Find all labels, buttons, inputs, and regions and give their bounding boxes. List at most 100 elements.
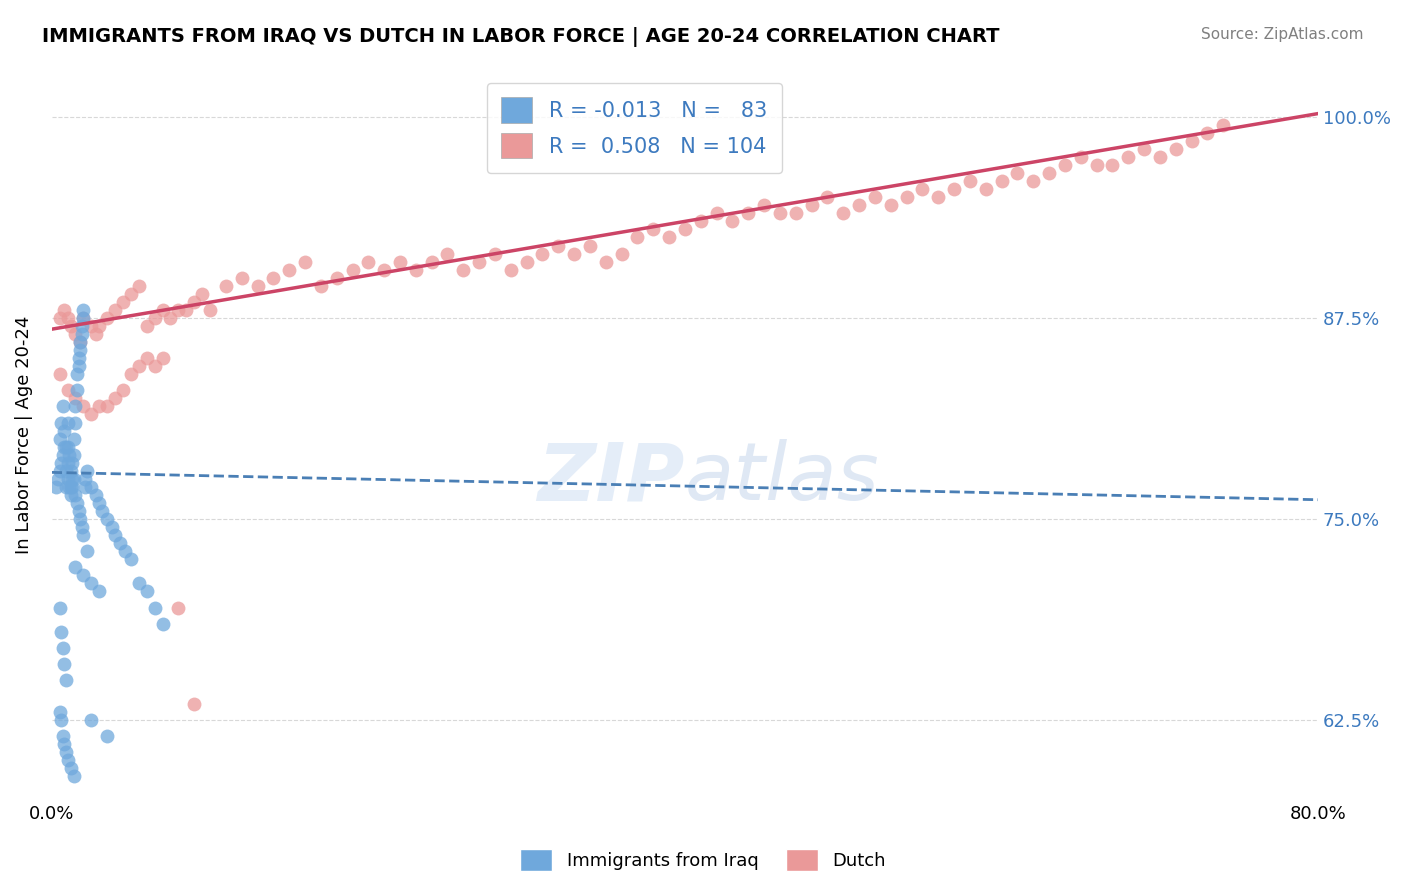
Point bbox=[72, 302, 94, 317]
Point bbox=[800, 198, 823, 212]
Point bbox=[1149, 150, 1171, 164]
Point bbox=[96, 400, 118, 414]
Point bbox=[70, 520, 93, 534]
Point bbox=[55, 440, 77, 454]
Point bbox=[63, 448, 86, 462]
Text: atlas: atlas bbox=[685, 440, 880, 517]
Point bbox=[65, 392, 87, 406]
Y-axis label: In Labor Force | Age 20-24: In Labor Force | Age 20-24 bbox=[15, 316, 32, 554]
Point bbox=[752, 198, 775, 212]
Point bbox=[785, 206, 807, 220]
Point bbox=[1180, 134, 1202, 148]
Point bbox=[70, 326, 93, 341]
Point bbox=[53, 424, 76, 438]
Point bbox=[128, 359, 150, 374]
Point bbox=[59, 761, 82, 775]
Point bbox=[52, 640, 75, 655]
Point bbox=[65, 560, 87, 574]
Point bbox=[405, 262, 427, 277]
Point bbox=[135, 318, 157, 333]
Point bbox=[96, 512, 118, 526]
Point bbox=[60, 480, 83, 494]
Point bbox=[357, 254, 380, 268]
Point bbox=[80, 318, 103, 333]
Point bbox=[80, 408, 103, 422]
Point bbox=[547, 238, 569, 252]
Point bbox=[152, 302, 174, 317]
Point bbox=[120, 552, 142, 566]
Point bbox=[135, 584, 157, 599]
Point bbox=[135, 351, 157, 366]
Point bbox=[769, 206, 792, 220]
Point bbox=[1197, 126, 1219, 140]
Point bbox=[499, 262, 522, 277]
Point bbox=[69, 512, 91, 526]
Point bbox=[643, 222, 665, 236]
Point bbox=[832, 206, 855, 220]
Point bbox=[96, 310, 118, 325]
Point bbox=[56, 440, 79, 454]
Point bbox=[167, 302, 190, 317]
Point bbox=[974, 182, 997, 196]
Point bbox=[159, 310, 181, 325]
Point bbox=[66, 496, 89, 510]
Point bbox=[120, 368, 142, 382]
Point bbox=[1070, 150, 1092, 164]
Point bbox=[69, 334, 91, 349]
Point bbox=[120, 286, 142, 301]
Point bbox=[309, 278, 332, 293]
Point bbox=[1101, 158, 1123, 172]
Point bbox=[63, 769, 86, 783]
Point bbox=[278, 262, 301, 277]
Point bbox=[56, 753, 79, 767]
Point bbox=[89, 584, 111, 599]
Point bbox=[52, 729, 75, 743]
Point bbox=[51, 713, 73, 727]
Text: ZIP: ZIP bbox=[537, 440, 685, 517]
Point bbox=[73, 472, 96, 486]
Point bbox=[53, 737, 76, 751]
Point bbox=[53, 657, 76, 671]
Point bbox=[56, 310, 79, 325]
Point bbox=[114, 544, 136, 558]
Point bbox=[880, 198, 903, 212]
Point bbox=[51, 624, 73, 639]
Point bbox=[66, 384, 89, 398]
Point bbox=[516, 254, 538, 268]
Point bbox=[1053, 158, 1076, 172]
Point bbox=[91, 504, 114, 518]
Point bbox=[52, 448, 75, 462]
Point bbox=[152, 616, 174, 631]
Point bbox=[65, 326, 87, 341]
Point bbox=[167, 600, 190, 615]
Point bbox=[58, 448, 80, 462]
Point bbox=[48, 464, 70, 478]
Point bbox=[65, 488, 87, 502]
Point bbox=[72, 400, 94, 414]
Point bbox=[848, 198, 870, 212]
Point bbox=[183, 294, 205, 309]
Point bbox=[325, 270, 347, 285]
Point bbox=[1212, 118, 1234, 132]
Point bbox=[626, 230, 648, 244]
Point bbox=[63, 472, 86, 486]
Point bbox=[595, 254, 617, 268]
Point bbox=[246, 278, 269, 293]
Point bbox=[89, 318, 111, 333]
Point bbox=[911, 182, 934, 196]
Text: IMMIGRANTS FROM IRAQ VS DUTCH IN LABOR FORCE | AGE 20-24 CORRELATION CHART: IMMIGRANTS FROM IRAQ VS DUTCH IN LABOR F… bbox=[42, 27, 1000, 46]
Point bbox=[80, 576, 103, 591]
Point bbox=[89, 400, 111, 414]
Point bbox=[72, 310, 94, 325]
Point bbox=[56, 384, 79, 398]
Point bbox=[579, 238, 602, 252]
Point bbox=[65, 400, 87, 414]
Point bbox=[737, 206, 759, 220]
Point bbox=[143, 359, 166, 374]
Point bbox=[69, 334, 91, 349]
Point bbox=[73, 480, 96, 494]
Point bbox=[420, 254, 443, 268]
Point bbox=[143, 310, 166, 325]
Point bbox=[1085, 158, 1108, 172]
Point bbox=[70, 318, 93, 333]
